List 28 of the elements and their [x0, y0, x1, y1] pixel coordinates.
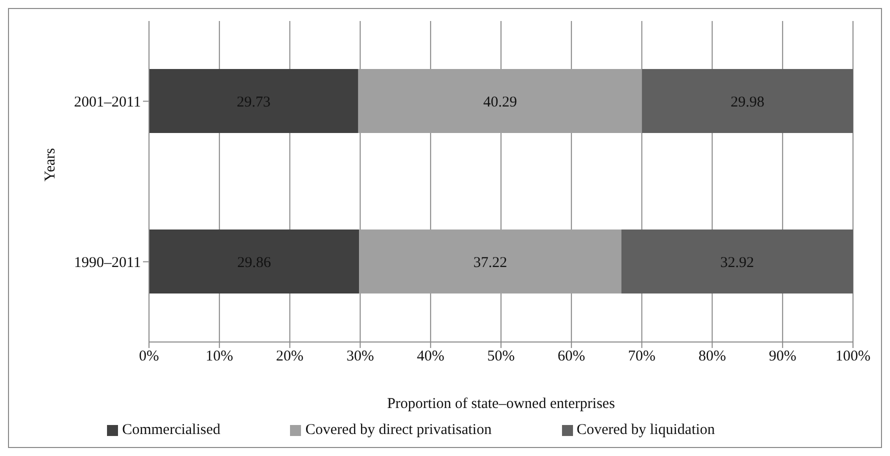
x-tick-label: 100%: [836, 348, 870, 365]
x-tick-label: 40%: [416, 348, 444, 365]
x-tick-label: 20%: [276, 348, 304, 365]
bar: [149, 230, 360, 294]
data-label: 32.92: [720, 254, 754, 271]
legend-label: Covered by liquidation: [576, 422, 715, 438]
x-tick-label: 70%: [628, 348, 656, 365]
data-label: 37.22: [473, 254, 508, 271]
bar: [621, 230, 853, 294]
legend-label: Commercialised: [122, 422, 220, 438]
legend-label: Covered by direct privatisation: [305, 422, 492, 438]
y-tick-label: 2001–2011: [74, 94, 141, 111]
x-tick-label: 0%: [139, 348, 159, 365]
x-tick-label: 90%: [768, 348, 796, 365]
data-label: 40.29: [483, 94, 517, 110]
bar: [642, 69, 853, 133]
y-tick-label: 1990–2011: [74, 255, 141, 272]
x-tick-label: 80%: [698, 348, 726, 365]
x-axis-title: Proportion of state–owned enterprises: [387, 396, 616, 412]
x-tick-label: 30%: [346, 348, 374, 365]
data-label: 29.98: [730, 94, 764, 110]
x-tick-label: 50%: [487, 348, 515, 365]
bar: [149, 69, 358, 133]
bar: [359, 230, 622, 294]
x-tick-label: 10%: [206, 348, 234, 365]
y-axis-title: Years: [42, 148, 58, 182]
x-tick-label: 60%: [558, 348, 586, 365]
bar: [358, 69, 642, 133]
